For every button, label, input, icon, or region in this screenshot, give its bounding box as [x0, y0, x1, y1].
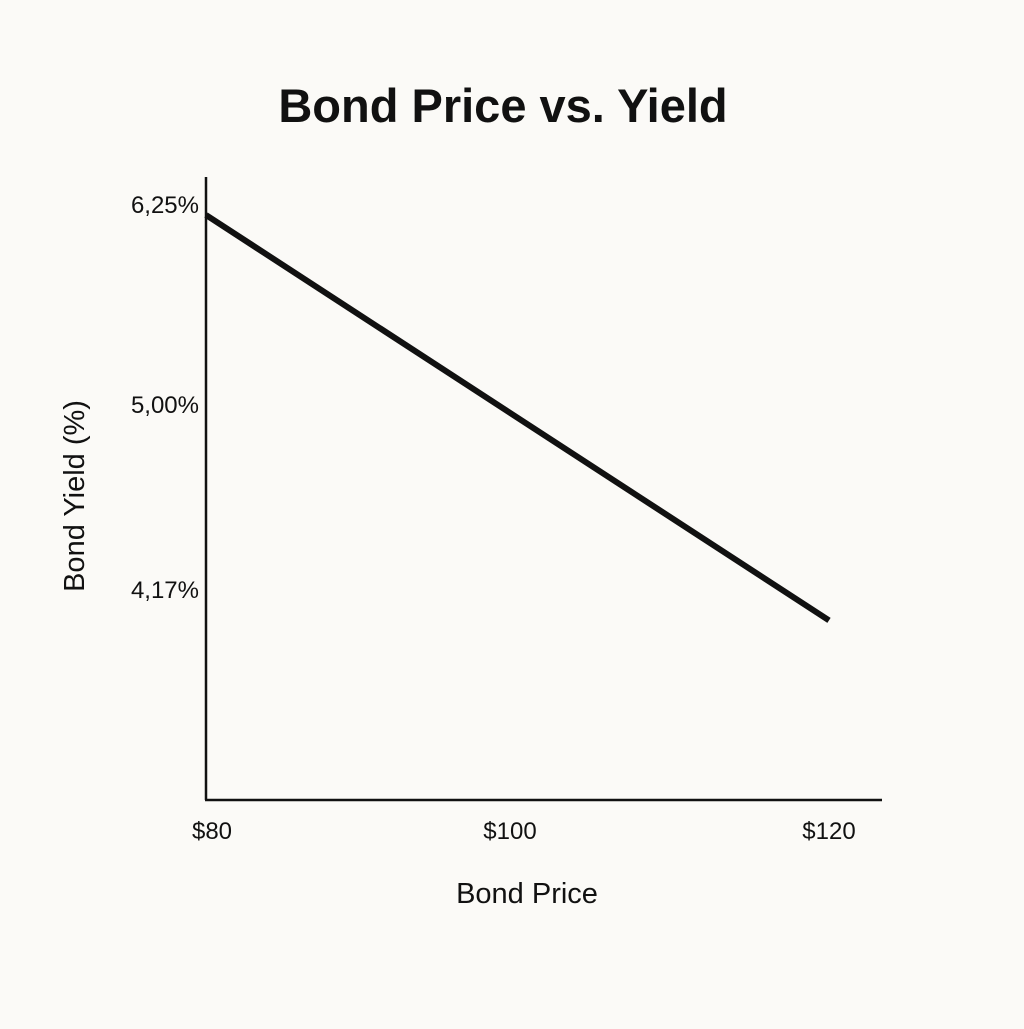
x-tick-label: $80 [192, 818, 232, 845]
x-tick-label: $100 [483, 818, 536, 845]
x-tick-labels: $80 $100 $120 [192, 818, 856, 845]
x-axis-label: Bond Price [456, 878, 598, 910]
y-tick-label: 4,17% [131, 577, 199, 604]
series-layer [204, 212, 831, 623]
series-line [204, 212, 831, 623]
x-tick-label: $120 [802, 818, 855, 845]
y-axis-label: Bond Yield (%) [59, 400, 91, 592]
y-tick-label: 6,25% [131, 192, 199, 219]
y-tick-label: 5,00% [131, 392, 199, 419]
chart-title: Bond Price vs. Yield [278, 79, 727, 132]
y-tick-labels: 6,25% 5,00% 4,17% [131, 192, 199, 604]
